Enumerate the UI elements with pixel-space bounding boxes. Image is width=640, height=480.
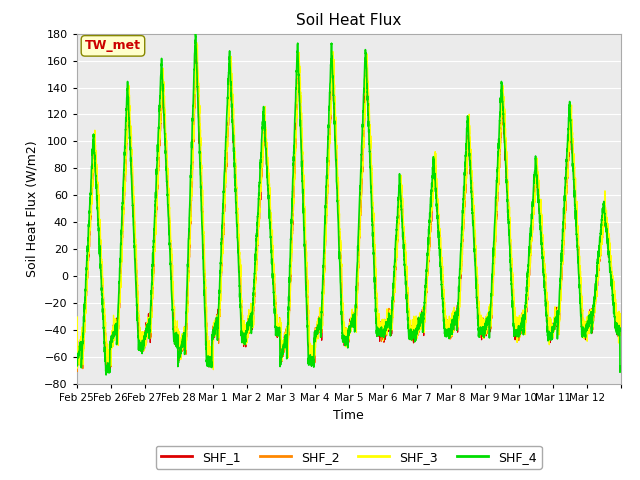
Line: SHF_3: SHF_3 [77, 43, 621, 370]
SHF_4 [186, 204, 193, 210]
SHF_3 [499, 94, 506, 100]
SHF_3 [193, 40, 200, 46]
SHF_1 [369, 216, 377, 222]
SHF_3 [617, 318, 625, 324]
SHF_1 [398, 216, 406, 221]
SHF_4 [499, 92, 506, 97]
SHF_4 [617, 366, 625, 372]
SHF_1 [186, 238, 193, 244]
Line: SHF_4: SHF_4 [77, 32, 621, 375]
SHF_4 [73, 362, 81, 368]
X-axis label: Time: Time [333, 408, 364, 421]
SHF_2 [617, 329, 625, 335]
SHF_4 [191, 29, 199, 35]
SHF_4 [525, 251, 532, 257]
SHF_2 [398, 203, 406, 208]
SHF_1 [539, 255, 547, 261]
SHF_3 [398, 196, 406, 202]
Legend: SHF_1, SHF_2, SHF_3, SHF_4: SHF_1, SHF_2, SHF_3, SHF_4 [156, 446, 541, 469]
SHF_4 [369, 243, 377, 249]
SHF_4 [102, 372, 110, 378]
SHF_4 [539, 263, 547, 269]
SHF_3 [369, 204, 377, 209]
SHF_2 [525, 271, 532, 277]
SHF_2 [539, 237, 547, 243]
SHF_3 [539, 231, 547, 237]
SHF_3 [209, 367, 217, 372]
Line: SHF_2: SHF_2 [77, 55, 621, 372]
Text: TW_met: TW_met [85, 39, 141, 52]
Line: SHF_1: SHF_1 [77, 53, 621, 369]
SHF_4 [398, 225, 406, 230]
SHF_1 [617, 323, 625, 328]
SHF_1 [499, 104, 506, 109]
SHF_3 [73, 329, 81, 335]
SHF_2 [369, 221, 377, 227]
SHF_3 [525, 284, 532, 289]
Title: Soil Heat Flux: Soil Heat Flux [296, 13, 401, 28]
SHF_2 [73, 320, 81, 325]
SHF_2 [499, 107, 506, 112]
SHF_1 [193, 50, 200, 56]
SHF_2 [186, 243, 193, 249]
SHF_1 [525, 268, 532, 274]
SHF_1 [106, 366, 114, 372]
SHF_2 [74, 369, 81, 374]
SHF_1 [73, 356, 81, 361]
SHF_2 [193, 52, 201, 58]
Y-axis label: Soil Heat Flux (W/m2): Soil Heat Flux (W/m2) [26, 141, 38, 277]
SHF_3 [186, 252, 193, 257]
